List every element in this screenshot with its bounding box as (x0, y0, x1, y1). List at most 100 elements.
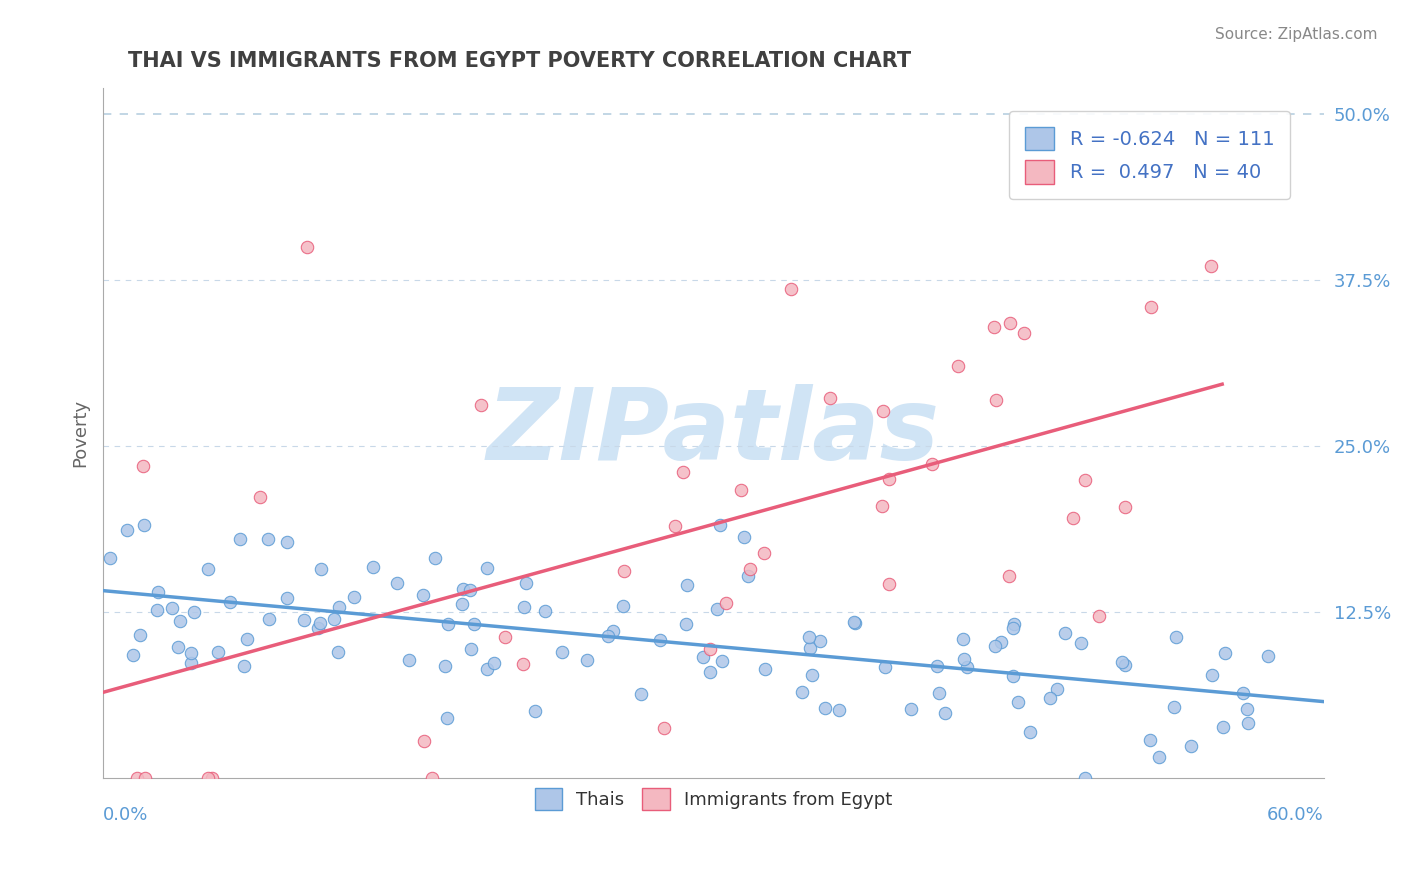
Point (699, 665, 721, 679)
Point (877, 472, 900, 486)
Point (1001, 621, 1024, 635)
Point (437, 617, 460, 632)
Point (1062, 511, 1084, 525)
Point (872, 404, 894, 418)
Point (654, 721, 676, 735)
Point (219, 595, 242, 609)
Point (1147, 750, 1170, 764)
Point (1201, 668, 1223, 682)
Point (534, 603, 557, 617)
Point (716, 596, 738, 610)
Point (460, 642, 482, 657)
Point (326, 645, 349, 659)
Point (207, 645, 229, 659)
Point (754, 546, 776, 560)
Point (952, 632, 974, 647)
Point (946, 359, 969, 374)
Point (953, 652, 976, 666)
Point (676, 577, 699, 591)
Point (463, 617, 485, 632)
Point (672, 465, 695, 479)
Point (602, 624, 624, 639)
Point (1012, 326, 1035, 340)
Point (842, 615, 865, 629)
Point (1213, 646, 1236, 660)
Point (1004, 616, 1026, 631)
Point (167, 640, 190, 655)
Point (145, 603, 167, 617)
Point (877, 576, 900, 591)
Y-axis label: Poverty: Poverty (72, 399, 89, 467)
Text: THAI VS IMMIGRANTS FROM EGYPT POVERTY CORRELATION CHART: THAI VS IMMIGRANTS FROM EGYPT POVERTY CO… (128, 51, 911, 70)
Point (1166, 630, 1188, 644)
Point (122, 648, 145, 663)
Point (873, 660, 896, 674)
Point (596, 629, 619, 643)
Point (990, 635, 1012, 649)
Point (127, 771, 149, 785)
Point (387, 576, 409, 591)
Point (1007, 695, 1029, 709)
Point (146, 585, 169, 599)
Point (117, 523, 139, 537)
Point (512, 657, 534, 671)
Point (613, 564, 636, 578)
Point (1232, 686, 1254, 700)
Point (1111, 655, 1133, 669)
Point (1199, 259, 1222, 273)
Point (236, 632, 259, 647)
Point (983, 639, 1005, 653)
Point (844, 616, 866, 631)
Point (900, 702, 922, 716)
Text: 0.0%: 0.0% (103, 805, 149, 823)
Point (814, 701, 837, 715)
Point (551, 645, 574, 659)
Point (706, 602, 728, 616)
Point (737, 569, 759, 583)
Point (730, 483, 752, 497)
Point (699, 642, 721, 657)
Point (129, 628, 152, 642)
Point (921, 458, 943, 472)
Point (1074, 771, 1097, 785)
Legend: Thais, Immigrants from Egypt: Thais, Immigrants from Egypt (527, 780, 900, 817)
Point (709, 518, 731, 533)
Point (612, 599, 634, 614)
Text: 60.0%: 60.0% (1267, 805, 1324, 823)
Point (1114, 657, 1136, 672)
Point (179, 646, 201, 660)
Point (328, 599, 350, 614)
Point (797, 630, 820, 644)
Point (1088, 609, 1111, 624)
Point (249, 490, 271, 504)
Point (986, 392, 1008, 407)
Point (458, 582, 481, 597)
Point (420, 771, 443, 785)
Point (1074, 473, 1097, 487)
Point (733, 530, 755, 544)
Point (801, 667, 824, 681)
Point (276, 591, 298, 605)
Point (180, 656, 202, 670)
Point (183, 605, 205, 619)
Point (808, 634, 831, 648)
Point (98, 551, 121, 566)
Point (197, 771, 219, 785)
Point (197, 562, 219, 576)
Point (513, 600, 536, 615)
Point (343, 591, 366, 605)
Point (740, 562, 762, 576)
Point (1039, 690, 1062, 705)
Point (820, 391, 842, 405)
Point (1180, 739, 1202, 753)
Point (311, 562, 333, 576)
Point (169, 615, 191, 629)
Point (927, 658, 949, 673)
Point (256, 532, 278, 546)
Point (233, 658, 256, 673)
Point (398, 653, 420, 667)
Point (692, 650, 714, 665)
Point (998, 568, 1021, 582)
Text: ZIPatlas: ZIPatlas (486, 384, 941, 482)
Point (780, 282, 803, 296)
